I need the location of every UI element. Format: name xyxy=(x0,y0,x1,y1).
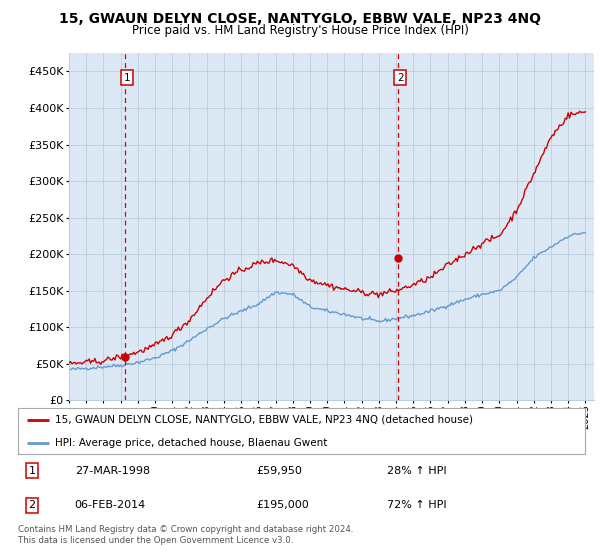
Text: 72% ↑ HPI: 72% ↑ HPI xyxy=(386,500,446,510)
Text: 1: 1 xyxy=(124,72,130,82)
Text: £195,000: £195,000 xyxy=(256,500,309,510)
Text: £59,950: £59,950 xyxy=(256,465,302,475)
Text: 2: 2 xyxy=(397,72,403,82)
Text: 2: 2 xyxy=(29,500,36,510)
Text: 06-FEB-2014: 06-FEB-2014 xyxy=(75,500,146,510)
Text: 15, GWAUN DELYN CLOSE, NANTYGLO, EBBW VALE, NP23 4NQ (detached house): 15, GWAUN DELYN CLOSE, NANTYGLO, EBBW VA… xyxy=(55,414,473,424)
Text: HPI: Average price, detached house, Blaenau Gwent: HPI: Average price, detached house, Blae… xyxy=(55,437,327,447)
Text: Price paid vs. HM Land Registry's House Price Index (HPI): Price paid vs. HM Land Registry's House … xyxy=(131,24,469,36)
Text: Contains HM Land Registry data © Crown copyright and database right 2024.
This d: Contains HM Land Registry data © Crown c… xyxy=(18,525,353,545)
Text: 15, GWAUN DELYN CLOSE, NANTYGLO, EBBW VALE, NP23 4NQ: 15, GWAUN DELYN CLOSE, NANTYGLO, EBBW VA… xyxy=(59,12,541,26)
Text: 28% ↑ HPI: 28% ↑ HPI xyxy=(386,465,446,475)
Text: 1: 1 xyxy=(29,465,35,475)
Text: 27-MAR-1998: 27-MAR-1998 xyxy=(75,465,150,475)
